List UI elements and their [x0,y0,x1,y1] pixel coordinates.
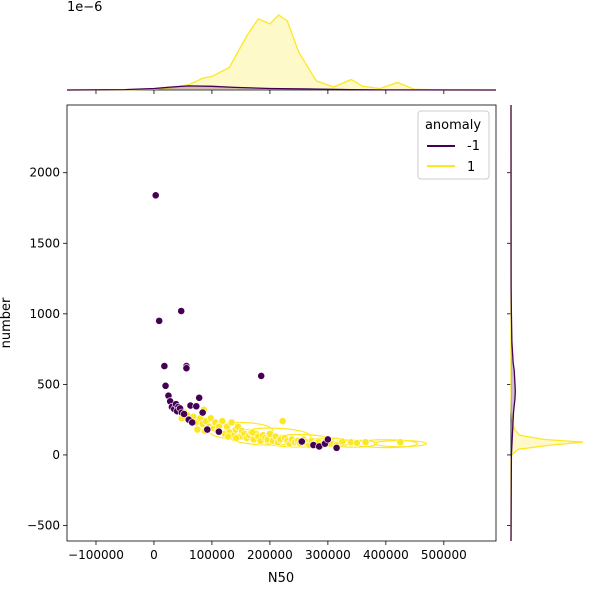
x-tick-label: −100000 [68,548,124,562]
scatter-point-anomaly [180,410,189,418]
legend-label-neg1: -1 [467,139,480,154]
right-marginal-density [507,104,584,542]
x-tick-label: 400000 [363,548,409,562]
scatter-point-anomaly [177,307,186,315]
y-tick-label: 1000 [29,307,60,321]
scatter-point-anomaly [323,435,332,444]
scatter-point-anomaly [155,316,164,325]
x-axis-label: N50 [268,571,294,586]
x-tick-label: 100000 [189,548,235,562]
x-tick-label: 500000 [421,548,467,562]
y-tick-label: 500 [37,377,60,391]
scatter-point-anomaly [151,191,160,200]
main-plot-frame [66,104,497,542]
scatter-point-anomaly [332,443,341,452]
right-marginal-curve-normal [510,105,584,541]
x-tick-label: 200000 [247,548,293,562]
scatter-point-normal [338,437,347,446]
scatter-point-anomaly [188,418,197,427]
scatter-point-normal [396,438,405,447]
scatter-point-anomaly [195,393,204,402]
legend: anomaly -1 1 [417,110,490,180]
scatter-point-anomaly [257,372,266,380]
x-axis-ticks: −100000 0 100000 200000 300000 400000 500000 [68,541,467,562]
top-marginal-fill-normal [67,15,496,90]
scatter-point-normal [193,425,202,434]
y-axis-label: number [0,297,14,348]
scatter-points-layer [151,191,405,452]
scatter-point-anomaly [192,402,201,411]
scatter-point-normal [248,428,257,437]
scatter-point-anomaly [160,362,169,370]
scatter-point-normal [278,417,287,425]
scatter-point-anomaly [161,381,170,390]
main-scatter-plot [151,191,428,452]
scatter-point-anomaly [297,437,306,446]
x-tick-label: 0 [150,548,158,562]
scatter-point-anomaly [203,425,212,434]
scatter-point-normal [218,417,227,425]
scatter-point-normal [224,432,233,441]
legend-title: anomaly [425,118,481,133]
y-tick-label: −500 [27,518,60,532]
scatter-point-normal [227,418,236,427]
top-marginal-curve-anomaly [66,85,497,91]
y-tick-label: 1500 [29,236,60,250]
y-axis-ticks: −500 0 500 1000 1500 2000 [27,166,67,532]
top-marginal-density [66,14,497,94]
legend-label-1: 1 [467,160,475,175]
x-tick-label: 300000 [305,548,351,562]
right-marginal-curve-anomaly [510,104,516,542]
scatter-point-normal [352,439,361,447]
scatter-point-anomaly [182,364,191,373]
top-marginal-scale-label: 1e−6 [67,0,102,15]
right-marginal-fill-normal [511,105,583,541]
scatter-point-normal [232,434,241,442]
scatter-point-anomaly [198,408,207,417]
y-tick-label: 2000 [29,166,60,180]
scatter-point-anomaly [214,427,223,436]
y-tick-label: 0 [52,448,60,462]
scatter-point-normal [361,438,370,447]
